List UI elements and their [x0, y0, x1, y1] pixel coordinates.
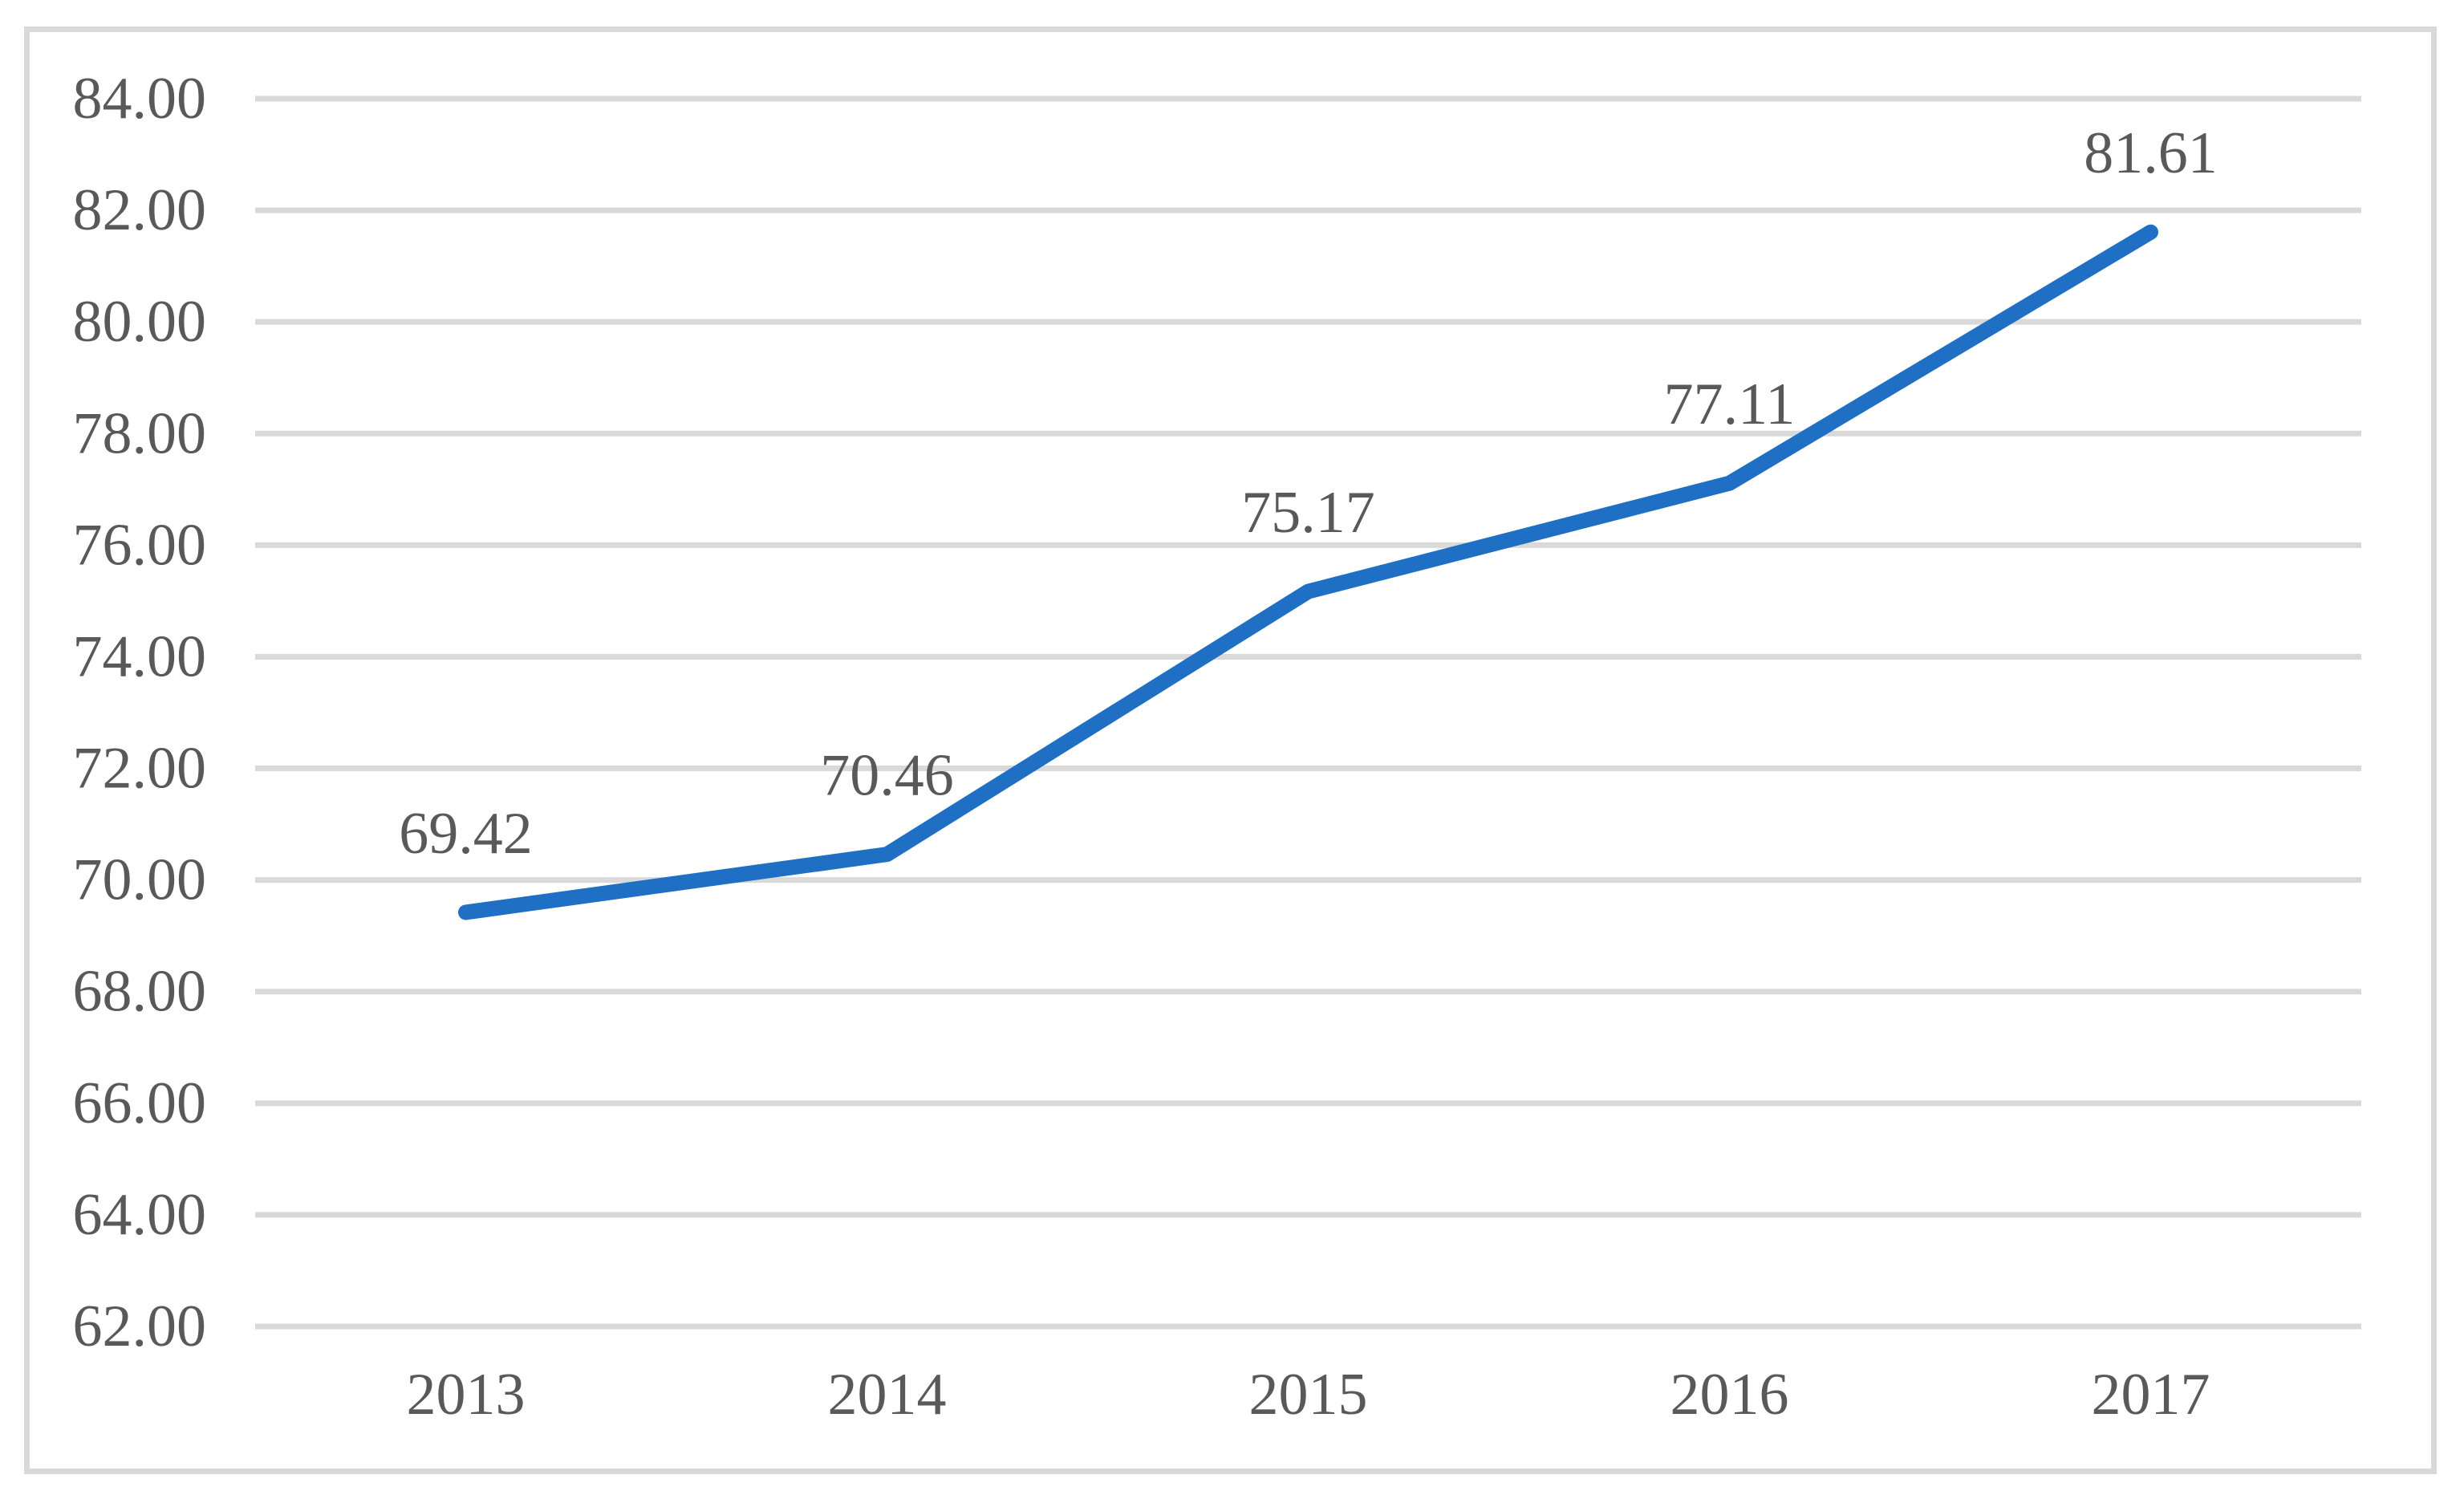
data-label-2015: 75.17: [1241, 480, 1375, 546]
x-axis-label-2017: 2017: [2092, 1362, 2210, 1428]
y-axis-tick-label: 70.00: [73, 847, 207, 913]
x-axis-label-2014: 2014: [828, 1362, 947, 1428]
x-axis-label-2013: 2013: [407, 1362, 526, 1428]
y-axis-tick-label: 68.00: [73, 959, 207, 1025]
data-label-2014: 70.46: [820, 743, 954, 809]
data-label-2016: 77.11: [1664, 372, 1796, 437]
chart-frame-border: [24, 26, 2437, 1474]
y-axis-tick-label: 78.00: [73, 400, 207, 466]
data-label-2017: 81.61: [2084, 120, 2218, 186]
x-axis-label-2016: 2016: [1670, 1362, 1789, 1428]
y-axis-tick-label: 72.00: [73, 736, 207, 802]
y-axis-tick-label: 66.00: [73, 1070, 207, 1136]
y-axis-tick-label: 64.00: [73, 1182, 207, 1248]
y-axis-tick-label: 82.00: [73, 177, 207, 243]
y-axis-tick-label: 74.00: [73, 624, 207, 689]
y-axis-tick-label: 76.00: [73, 512, 207, 578]
data-label-2013: 69.42: [399, 801, 533, 867]
y-axis-tick-label: 84.00: [73, 66, 207, 132]
y-axis-tick-label: 80.00: [73, 289, 207, 355]
y-axis-tick-label: 62.00: [73, 1294, 207, 1359]
x-axis-label-2015: 2015: [1249, 1362, 1368, 1428]
series-line: [458, 224, 2158, 920]
